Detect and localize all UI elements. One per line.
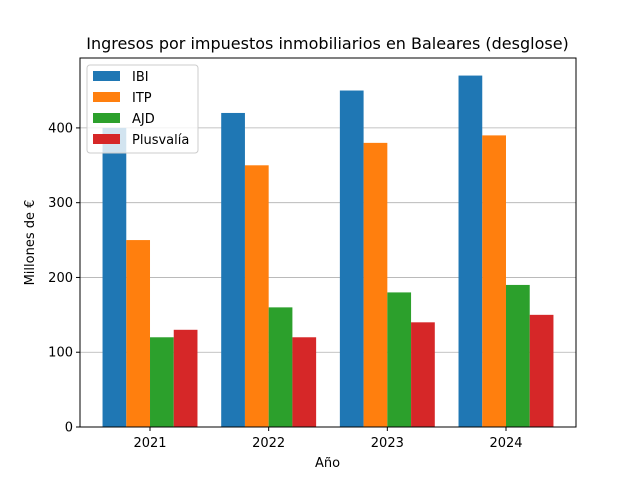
bar-ibi-2024	[458, 75, 483, 428]
bar-ajd-2021	[150, 337, 174, 427]
legend-swatch	[93, 92, 120, 102]
legend-swatch	[93, 134, 120, 144]
x-tick-label: 2024	[489, 436, 522, 451]
y-tick-label: 100	[48, 346, 73, 361]
bar-ajd-2024	[505, 284, 530, 427]
bar-itp-2021	[126, 240, 151, 427]
bar-plusvalía-2021	[173, 329, 198, 427]
chart-title: Ingresos por impuestos inmobiliarios en …	[86, 34, 569, 53]
y-tick-label: 300	[48, 196, 73, 211]
bar-ajd-2022	[268, 307, 293, 427]
bar-ibi-2022	[221, 112, 245, 427]
bar-plusvalía-2022	[292, 337, 317, 427]
legend-label: ITP	[132, 91, 152, 106]
plot-frame	[79, 57, 577, 428]
bar-itp-2022	[244, 165, 269, 428]
x-axis-label: Año	[315, 456, 340, 471]
legend-swatch	[93, 71, 120, 81]
bar-ajd-2023	[387, 292, 412, 427]
x-tick-label: 2023	[371, 436, 404, 451]
x-tick-label: 2021	[133, 436, 166, 451]
bar-plusvalía-2024	[529, 314, 554, 427]
x-tick-label: 2022	[252, 436, 285, 451]
bar-itp-2024	[482, 135, 506, 428]
legend-box	[86, 64, 199, 154]
bar-itp-2023	[363, 142, 388, 427]
y-tick-label: 400	[48, 121, 73, 136]
bar-plusvalía-2023	[411, 322, 435, 427]
y-tick-label: 200	[48, 271, 73, 286]
y-axis-label: Millones de €	[23, 200, 38, 286]
y-tick-label: 0	[65, 421, 73, 436]
legend-label: AJD	[132, 112, 155, 127]
legend-swatch	[93, 113, 120, 123]
legend-label: Plusvalía	[132, 133, 189, 148]
bar-ibi-2023	[339, 90, 364, 428]
bar-ibi-2021	[102, 127, 127, 427]
legend-label: IBI	[132, 70, 149, 85]
